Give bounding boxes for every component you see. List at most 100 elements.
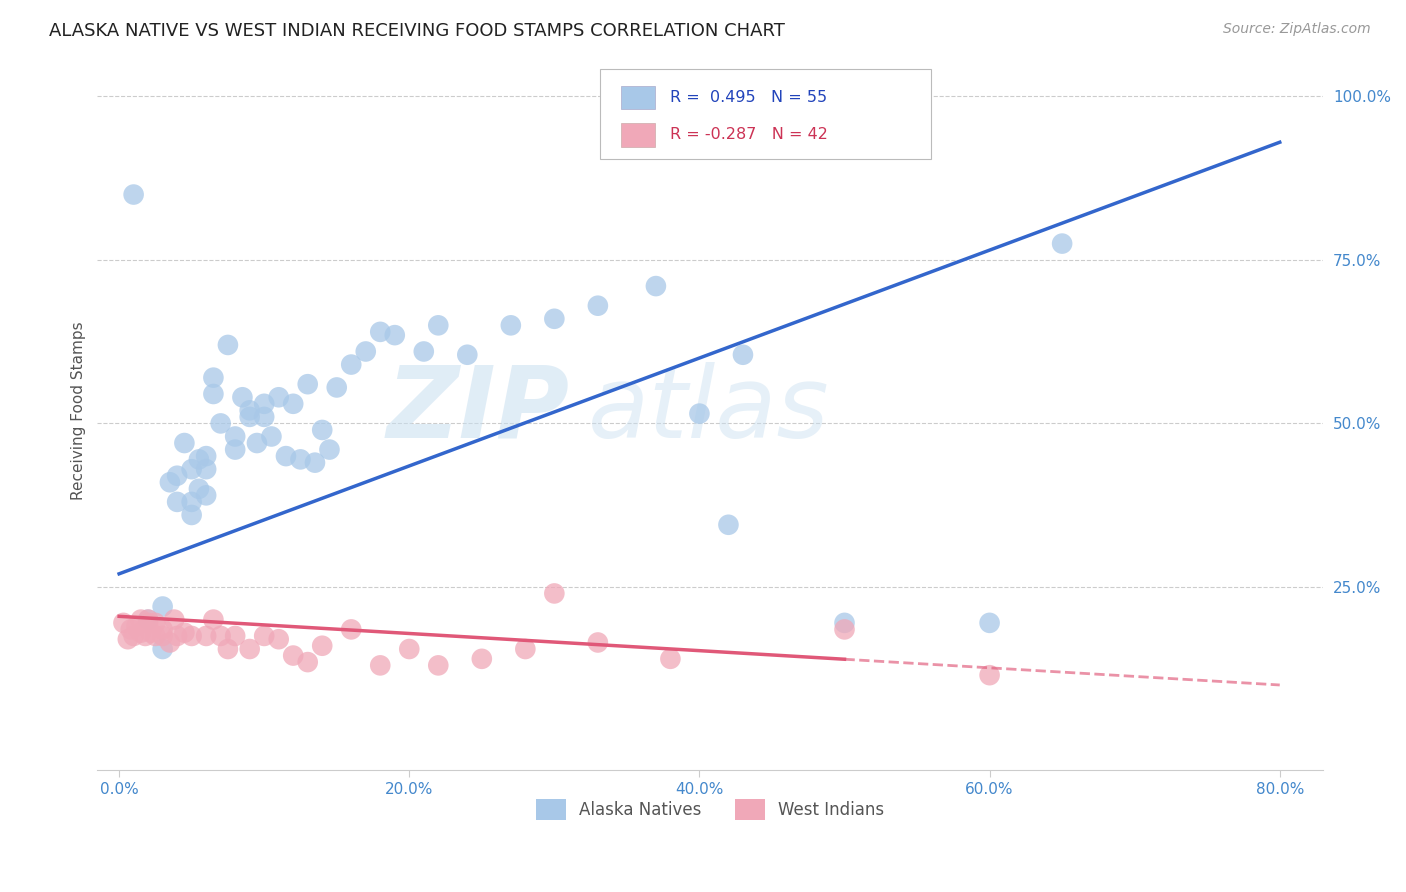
Point	[173, 436, 195, 450]
Point	[427, 658, 450, 673]
Point	[209, 629, 232, 643]
Point	[979, 668, 1001, 682]
Point	[224, 429, 246, 443]
Point	[152, 629, 174, 643]
Point	[586, 299, 609, 313]
Point	[195, 488, 218, 502]
Point	[427, 318, 450, 333]
Text: Source: ZipAtlas.com: Source: ZipAtlas.com	[1223, 22, 1371, 37]
Point	[253, 409, 276, 424]
Point	[217, 338, 239, 352]
Point	[239, 403, 262, 417]
Point	[239, 642, 262, 657]
Point	[134, 629, 156, 643]
Point	[129, 613, 152, 627]
Point	[180, 495, 202, 509]
Point	[187, 482, 209, 496]
Point	[136, 613, 159, 627]
Bar	[621, 123, 655, 146]
Point	[122, 187, 145, 202]
Point	[145, 629, 167, 643]
Point	[195, 449, 218, 463]
Point	[117, 632, 139, 647]
Point	[120, 623, 142, 637]
Point	[129, 625, 152, 640]
Text: atlas: atlas	[588, 362, 830, 458]
Point	[187, 452, 209, 467]
Point	[354, 344, 377, 359]
Point	[253, 629, 276, 643]
Point	[290, 452, 312, 467]
Point	[159, 635, 181, 649]
Point	[159, 475, 181, 490]
Point	[145, 615, 167, 630]
Text: ALASKA NATIVE VS WEST INDIAN RECEIVING FOOD STAMPS CORRELATION CHART: ALASKA NATIVE VS WEST INDIAN RECEIVING F…	[49, 22, 785, 40]
Point	[717, 517, 740, 532]
Point	[340, 623, 363, 637]
Point	[283, 397, 305, 411]
Point	[180, 629, 202, 643]
Point	[368, 325, 391, 339]
Point	[325, 380, 347, 394]
Point	[180, 508, 202, 522]
Point	[368, 658, 391, 673]
Point	[311, 423, 333, 437]
Point	[122, 629, 145, 643]
Point	[166, 468, 188, 483]
Point	[136, 615, 159, 630]
Point	[297, 655, 319, 669]
Point	[173, 625, 195, 640]
Point	[202, 387, 225, 401]
Point	[136, 613, 159, 627]
Point	[543, 311, 565, 326]
Point	[412, 344, 434, 359]
Point	[304, 456, 326, 470]
Point	[152, 599, 174, 614]
Point	[166, 495, 188, 509]
Point	[834, 615, 856, 630]
Point	[340, 358, 363, 372]
Point	[274, 449, 297, 463]
Point	[224, 629, 246, 643]
Point	[163, 613, 186, 627]
Point	[260, 429, 283, 443]
Point	[231, 390, 253, 404]
Point	[239, 409, 262, 424]
Point	[731, 348, 754, 362]
Point	[586, 635, 609, 649]
Point	[1050, 236, 1073, 251]
Point	[398, 642, 420, 657]
Point	[152, 623, 174, 637]
Point	[195, 462, 218, 476]
Point	[456, 348, 478, 362]
Point	[180, 462, 202, 476]
Point	[139, 625, 162, 640]
Point	[659, 652, 682, 666]
Point	[253, 397, 276, 411]
Point	[645, 279, 668, 293]
Point	[318, 442, 340, 457]
Text: R = -0.287   N = 42: R = -0.287 N = 42	[669, 128, 828, 143]
Point	[688, 407, 710, 421]
Point	[166, 629, 188, 643]
Text: R =  0.495   N = 55: R = 0.495 N = 55	[669, 90, 827, 105]
Point	[471, 652, 494, 666]
Point	[202, 613, 225, 627]
Point	[217, 642, 239, 657]
Point	[112, 615, 135, 630]
Point	[311, 639, 333, 653]
FancyBboxPatch shape	[600, 69, 931, 159]
Point	[125, 619, 148, 633]
Point	[267, 632, 290, 647]
Point	[283, 648, 305, 663]
Point	[499, 318, 522, 333]
Point	[543, 586, 565, 600]
Point	[384, 328, 406, 343]
Point	[979, 615, 1001, 630]
Text: ZIP: ZIP	[387, 362, 569, 458]
Point	[224, 442, 246, 457]
Point	[209, 417, 232, 431]
Bar	[621, 86, 655, 110]
Point	[834, 623, 856, 637]
Point	[202, 370, 225, 384]
